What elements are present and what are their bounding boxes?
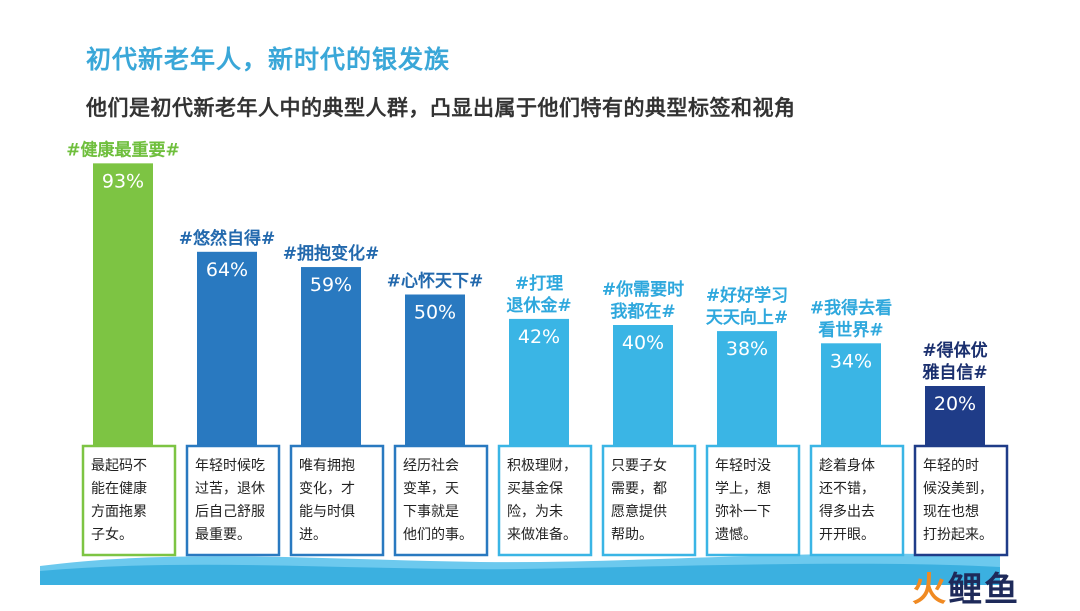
- value-label: 40%: [622, 332, 664, 354]
- category-label: #我得去看: [810, 297, 892, 318]
- description-text: 候没美到，: [923, 481, 993, 497]
- bar: [821, 343, 881, 447]
- category-label: 雅自信#: [921, 362, 987, 383]
- category-label: #你需要时: [602, 279, 684, 300]
- description-text: 愿意提供: [611, 503, 667, 520]
- description-text: 需要，都: [611, 481, 667, 497]
- category-label: #悠然自得#: [179, 228, 276, 249]
- description-box: [289, 444, 385, 557]
- description-text: 能在健康: [91, 480, 147, 497]
- description-box: [809, 444, 905, 557]
- description-text: 最重要。: [195, 527, 251, 543]
- description-box: [81, 444, 177, 557]
- description-text: 遗憾。: [715, 527, 757, 543]
- description-box: [705, 444, 801, 557]
- description-text: 来做准备。: [507, 526, 577, 543]
- bar: [509, 318, 569, 447]
- bar: [925, 386, 985, 447]
- description-text: 年轻时没: [715, 458, 771, 474]
- watermark-logo: 火鲤鱼: [912, 562, 1020, 611]
- description-text: 帮助。: [611, 527, 653, 543]
- description-text: 年轻的时: [923, 458, 979, 474]
- bar: [301, 267, 361, 447]
- description-text: 学上，想: [715, 481, 771, 497]
- page-subtitle: 他们是初代新老年人中的典型人群，凸显出属于他们特有的典型标签和视角: [86, 96, 796, 120]
- category-label: 我都在#: [610, 301, 675, 322]
- bar: [93, 163, 153, 447]
- description-text: 进。: [299, 527, 327, 543]
- watermark-char: 鲤: [948, 570, 984, 610]
- description-text: 后自己舒服: [195, 504, 265, 520]
- value-label: 59%: [310, 274, 352, 296]
- description-text: 得多出去: [819, 503, 875, 520]
- description-box: [185, 444, 281, 557]
- description-text: 他们的事。: [403, 527, 473, 543]
- category-label: 看世界#: [817, 319, 883, 340]
- description-text: 弥补一下: [715, 503, 771, 520]
- value-label: 42%: [518, 326, 560, 348]
- wave-dark: [40, 563, 1000, 585]
- description-text: 方面拖累: [91, 504, 147, 520]
- bar: [197, 251, 257, 447]
- description-text: 下事就是: [403, 504, 459, 520]
- description-text: 买基金保: [507, 480, 563, 497]
- description-text: 唯有拥抱: [299, 458, 355, 474]
- description-text: 年轻时候吃: [195, 458, 265, 474]
- category-label: 天天向上#: [706, 307, 788, 328]
- watermark-char: 鱼: [984, 570, 1020, 610]
- description-text: 过苦，退休: [195, 481, 265, 497]
- value-label: 93%: [102, 170, 144, 192]
- category-label: #心怀天下#: [387, 272, 484, 292]
- category-label: #好好学习: [706, 285, 788, 306]
- category-label: #拥抱变化#: [283, 243, 380, 264]
- value-label: 34%: [830, 350, 872, 372]
- page-title: 初代新老年人，新时代的银发族: [86, 45, 451, 74]
- description-box: [393, 444, 489, 557]
- value-label: 50%: [414, 302, 456, 324]
- description-text: 经历社会: [403, 458, 459, 474]
- description-text: 只要子女: [611, 457, 667, 474]
- description-text: 变革，天: [403, 481, 459, 497]
- description-text: 能与时俱: [299, 504, 355, 520]
- description-text: 子女。: [91, 526, 133, 543]
- description-text: 还不错，: [819, 481, 875, 497]
- description-text: 积极理财，: [507, 458, 577, 474]
- category-label: 退休金#: [506, 295, 571, 316]
- description-box: [601, 444, 697, 557]
- value-label: 38%: [726, 338, 768, 360]
- bar: [717, 331, 777, 447]
- category-label: #得体优: [922, 340, 987, 361]
- watermark-char: 火: [912, 570, 948, 610]
- category-label: #健康最重要#: [66, 139, 180, 160]
- description-box: [497, 444, 593, 557]
- description-text: 现在也想: [923, 504, 979, 520]
- description-text: 打扮起来。: [923, 526, 993, 543]
- category-label: #打理: [515, 273, 563, 294]
- description-box: [913, 444, 1009, 557]
- description-text: 变化，才: [299, 481, 355, 497]
- value-label: 20%: [934, 393, 976, 415]
- bar: [613, 325, 673, 447]
- value-label: 64%: [206, 259, 248, 281]
- description-text: 最起码不: [91, 458, 147, 474]
- bar: [405, 294, 465, 447]
- description-text: 开开眼。: [819, 527, 875, 543]
- description-text: 趁着身体: [819, 458, 875, 474]
- description-text: 险，为未: [507, 504, 563, 520]
